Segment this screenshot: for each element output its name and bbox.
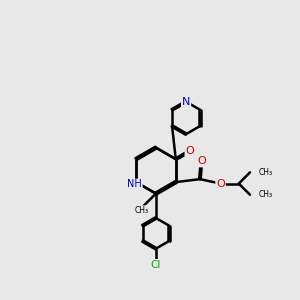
- Text: O: O: [185, 146, 194, 156]
- Text: CH₃: CH₃: [258, 190, 272, 199]
- Text: CH₃: CH₃: [135, 206, 149, 215]
- Text: O: O: [216, 178, 225, 189]
- Text: N: N: [182, 97, 190, 107]
- Text: CH₃: CH₃: [258, 168, 272, 177]
- Text: NH: NH: [127, 179, 142, 190]
- Text: Cl: Cl: [151, 260, 161, 270]
- Text: O: O: [197, 157, 206, 166]
